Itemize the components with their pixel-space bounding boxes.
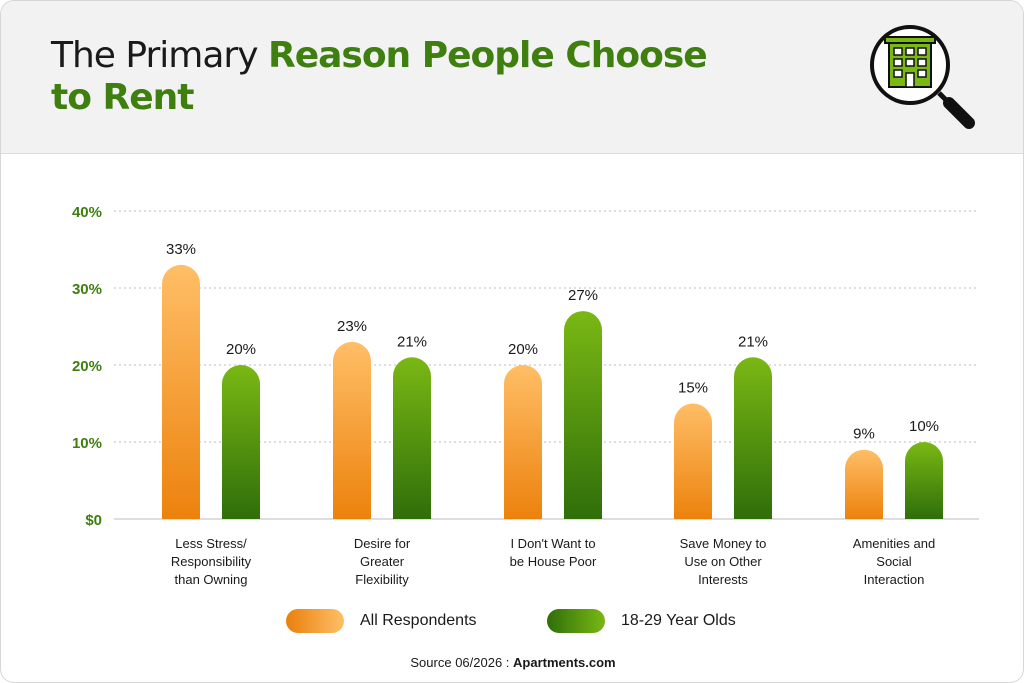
data-label: 20% — [226, 341, 256, 358]
bar-all-respondents — [162, 264, 200, 519]
category-label: Less Stress/ — [175, 536, 247, 551]
category-label: Save Money to — [680, 536, 767, 551]
data-label: 33% — [166, 241, 196, 258]
title-highlight-line1: Reason People Choose — [267, 35, 708, 76]
bar-all-respondents — [674, 403, 712, 519]
y-tick-label: 30% — [72, 281, 102, 298]
bar-18-29-year-olds — [393, 357, 431, 519]
bar-all-respondents — [333, 341, 371, 519]
category-label: Amenities and — [853, 536, 935, 551]
data-label: 21% — [397, 333, 427, 350]
source-note: Source 06/2026 : Apartments.com — [1, 655, 1023, 670]
category-label: Desire for — [354, 536, 411, 551]
data-label: 10% — [909, 418, 939, 435]
title-plain: The Primary — [51, 35, 268, 76]
bar-18-29-year-olds — [564, 311, 602, 519]
y-tick-label: $0 — [85, 512, 102, 529]
data-label: 27% — [568, 287, 598, 304]
y-tick-label: 40% — [72, 204, 102, 221]
y-tick-label: 20% — [72, 358, 102, 375]
data-label: 9% — [853, 426, 875, 443]
category-label: Interests — [698, 572, 748, 587]
bar-18-29-year-olds — [222, 365, 260, 519]
category-label: I Don't Want to — [510, 536, 595, 551]
legend-label-young: 18-29 Year Olds — [621, 612, 736, 629]
data-label: 20% — [508, 341, 538, 358]
data-label: 21% — [738, 333, 768, 350]
bar-chart: $0 10% 20% 30% 40% 33% 23% 20% 15% 9% 20% 21% 27% 21%… — [72, 204, 979, 587]
data-label: 23% — [337, 318, 367, 335]
source-prefix: Source 06/2026 : — [410, 655, 514, 670]
bar-all-respondents — [504, 365, 542, 519]
legend-swatch-green — [547, 609, 605, 633]
header: The Primary Reason People Choose to Rent — [1, 1, 1023, 154]
category-label: Flexibility — [355, 572, 409, 587]
source-name: Apartments.com — [513, 655, 616, 670]
category-label: Interaction — [864, 572, 925, 587]
category-label: be House Poor — [510, 554, 597, 569]
bar-18-29-year-olds — [905, 442, 943, 519]
category-label: Greater — [360, 554, 405, 569]
data-label: 15% — [678, 380, 708, 397]
title-highlight-line2: to Rent — [51, 77, 194, 118]
legend-swatch-orange — [286, 609, 344, 633]
y-tick-label: 10% — [72, 435, 102, 452]
page-title: The Primary Reason People Choose to Rent — [51, 35, 771, 119]
category-label: Responsibility — [171, 554, 252, 569]
legend-label-all: All Respondents — [360, 612, 477, 629]
bar-18-29-year-olds — [734, 357, 772, 519]
magnifying-glass-building-icon — [863, 23, 983, 135]
category-label: Use on Other — [684, 554, 762, 569]
bar-all-respondents — [845, 449, 883, 519]
category-label: Social — [876, 554, 912, 569]
category-label: than Owning — [175, 572, 248, 587]
